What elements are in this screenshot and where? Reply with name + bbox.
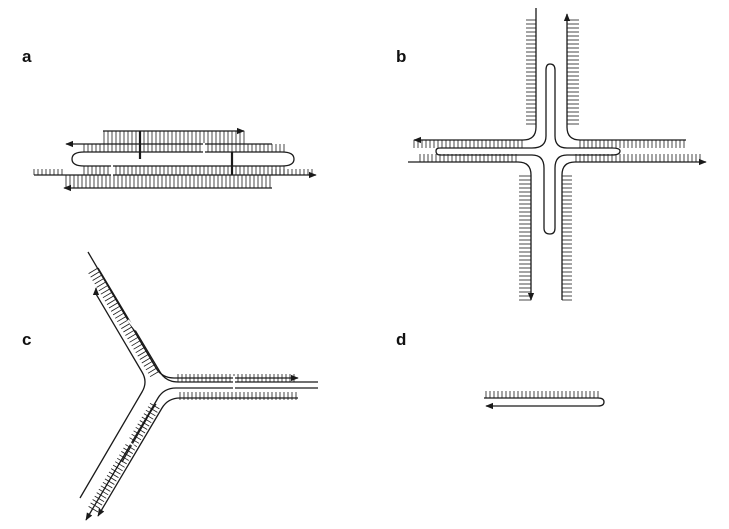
- base-pair-rung: [98, 284, 109, 292]
- panel-b-strands: [408, 8, 707, 301]
- panel-b-four-arm-junction: [408, 8, 707, 301]
- panel-a-strands: [34, 127, 317, 192]
- base-pair-rung: [114, 312, 125, 319]
- panel-b-inner-horizontal-left: [435, 147, 545, 220]
- base-pair-rung: [88, 267, 99, 274]
- panel-c-strands: [79, 251, 318, 521]
- base-pair-rung: [88, 506, 99, 513]
- panel-b-strand-top-right: [563, 13, 686, 141]
- base-pair-rung: [119, 319, 129, 326]
- panel-c-strand-lower: [121, 403, 157, 463]
- base-pair-rung: [100, 288, 111, 295]
- panel-c-strand-middle: [85, 387, 318, 521]
- base-pair-rung: [104, 478, 115, 485]
- base-pair-rung: [94, 495, 105, 503]
- panel-c-nick-3: [125, 439, 135, 447]
- base-pair-rung: [125, 329, 136, 336]
- base-pair-rung: [96, 281, 107, 288]
- panel-c-strand-upper: [87, 251, 299, 382]
- base-pair-rung: [112, 308, 123, 316]
- base-pair-rung: [100, 485, 111, 492]
- panel-label-c: c: [22, 330, 31, 349]
- base-pair-rung: [149, 370, 160, 378]
- base-pair-rung: [121, 322, 132, 329]
- panel-a-base-pairs: [33, 131, 313, 188]
- panel-c-strand-outer-top: [97, 267, 318, 383]
- base-pair-rung: [104, 295, 115, 302]
- base-pair-rung: [90, 502, 101, 509]
- panel-b-strand-bottom-left: [408, 161, 535, 301]
- base-pair-rung: [114, 461, 125, 468]
- base-pair-rung: [131, 339, 142, 347]
- panel-label-a: a: [22, 47, 32, 66]
- base-pair-rung: [145, 409, 156, 417]
- panel-b-strand-top-left: [413, 8, 537, 144]
- base-pair-rung: [106, 475, 117, 482]
- panel-a-loop-center: [138, 151, 230, 167]
- panel-d-hairpin-strand: [484, 397, 605, 410]
- panel-c-strand-outer-left: [79, 287, 146, 499]
- panel-c-base-pairs: [88, 267, 297, 513]
- panel-b-inner-vertical-top: [545, 63, 612, 149]
- base-pair-rung: [129, 336, 140, 343]
- base-pair-rung: [123, 326, 134, 333]
- base-pair-rung: [90, 271, 101, 278]
- base-pair-rung: [94, 277, 105, 285]
- base-pair-rung: [112, 464, 123, 472]
- panel-label-b: b: [396, 47, 406, 66]
- panel-a-double-crossover: [33, 127, 317, 192]
- panel-b-strand-bottom-right: [561, 158, 707, 300]
- panel-b-inner-right: [543, 147, 621, 235]
- panel-d-hairpin: [484, 391, 605, 410]
- panel-a-loop-left: [71, 151, 138, 167]
- panel-b-base-pairs: [413, 19, 701, 301]
- base-pair-rung: [92, 499, 103, 506]
- panel-a-loop-right: [230, 151, 295, 167]
- base-pair-rung: [108, 471, 119, 478]
- panel-c-nick-2: [127, 319, 137, 331]
- base-pair-rung: [110, 305, 121, 312]
- base-pair-rung: [108, 302, 119, 309]
- base-pair-rung: [92, 274, 103, 281]
- base-pair-rung: [110, 468, 121, 475]
- base-pair-rung: [106, 298, 117, 305]
- panel-c-strand-outer-bottom: [97, 397, 298, 517]
- panel-d-strands: [484, 397, 605, 410]
- base-pair-rung: [127, 332, 138, 340]
- panel-b-inner-left-upper: [440, 70, 547, 149]
- base-pair-rung: [116, 315, 127, 323]
- base-pair-rung: [102, 291, 113, 299]
- panel-d-base-pairs: [485, 391, 599, 398]
- base-pair-rung: [102, 481, 113, 489]
- panel-label-d: d: [396, 330, 406, 349]
- panel-c-three-arm-junction: [79, 251, 318, 521]
- base-pair-rung: [98, 488, 109, 496]
- base-pair-rung: [96, 492, 107, 499]
